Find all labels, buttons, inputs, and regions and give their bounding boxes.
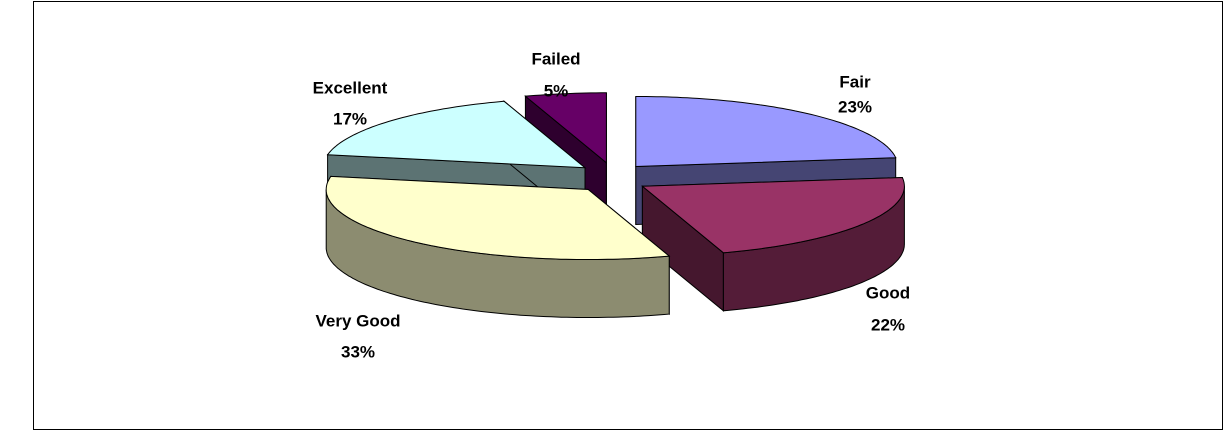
slice-label: Fair: [839, 72, 871, 91]
slice-value-label: 5%: [544, 81, 569, 100]
pie-slice: [325, 175, 671, 318]
slice-label: Excellent: [313, 78, 388, 97]
slice-value-label: 17%: [333, 109, 367, 128]
slice-value-label: 23%: [838, 97, 872, 116]
chart-frame: [33, 1, 1223, 430]
slice-value-label: 22%: [871, 315, 905, 334]
slice-label: Failed: [531, 49, 580, 68]
pie-slice: [641, 176, 905, 312]
slice-top: [524, 92, 607, 164]
slice-top: [325, 175, 671, 260]
slice-label: Good: [866, 283, 910, 302]
slice-top: [641, 176, 905, 254]
slice-value-label: 33%: [341, 342, 375, 361]
slice-label: Very Good: [315, 311, 400, 330]
slice-top: [635, 96, 897, 168]
slice-top: [326, 100, 587, 169]
